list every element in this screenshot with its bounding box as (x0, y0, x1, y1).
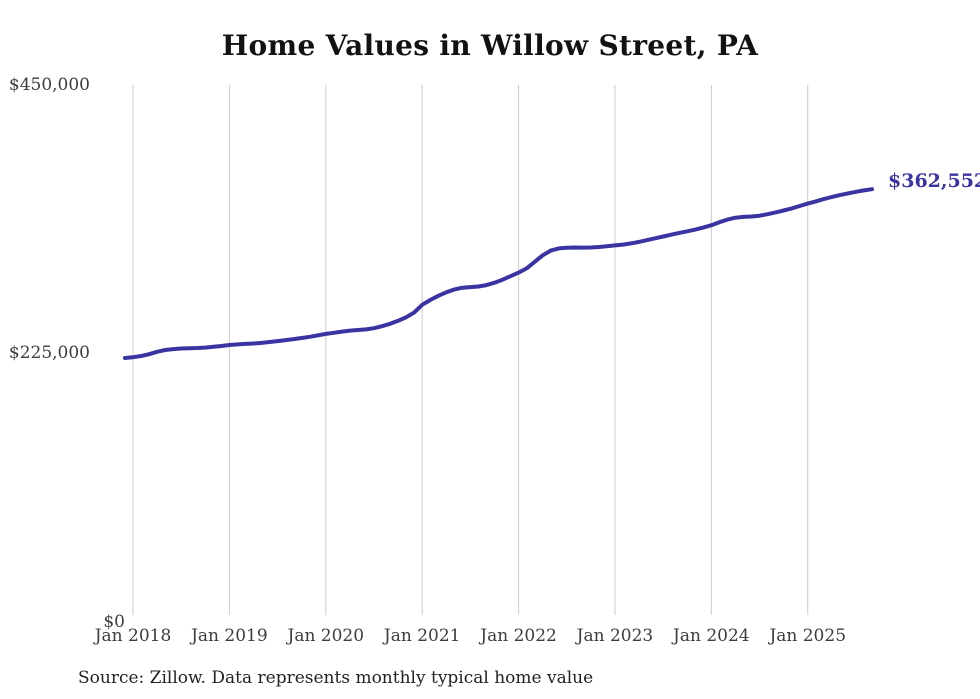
source-note: Source: Zillow. Data represents monthly … (78, 668, 594, 688)
y-tick-label-450000: $450,000 (8, 75, 90, 95)
x-tick-label: Jan 2019 (191, 626, 268, 646)
x-tick-label: Jan 2023 (576, 626, 654, 646)
value-line (123, 187, 874, 360)
x-tick-label: Jan 2018 (94, 626, 172, 646)
x-tick-label: Jan 2022 (480, 626, 557, 646)
x-tick-label: Jan 2024 (673, 626, 750, 646)
chart-title: Home Values in Willow Street, PA (221, 29, 759, 62)
y-tick-label-0: $0 (103, 612, 125, 632)
x-tick-label: Jan 2021 (383, 626, 461, 646)
latest-value-label: $362,552 (888, 170, 980, 193)
y-tick-label-225000: $225,000 (8, 343, 90, 363)
x-tick-label: Jan 2020 (287, 626, 365, 646)
x-tick-label: Jan 2025 (769, 626, 847, 646)
